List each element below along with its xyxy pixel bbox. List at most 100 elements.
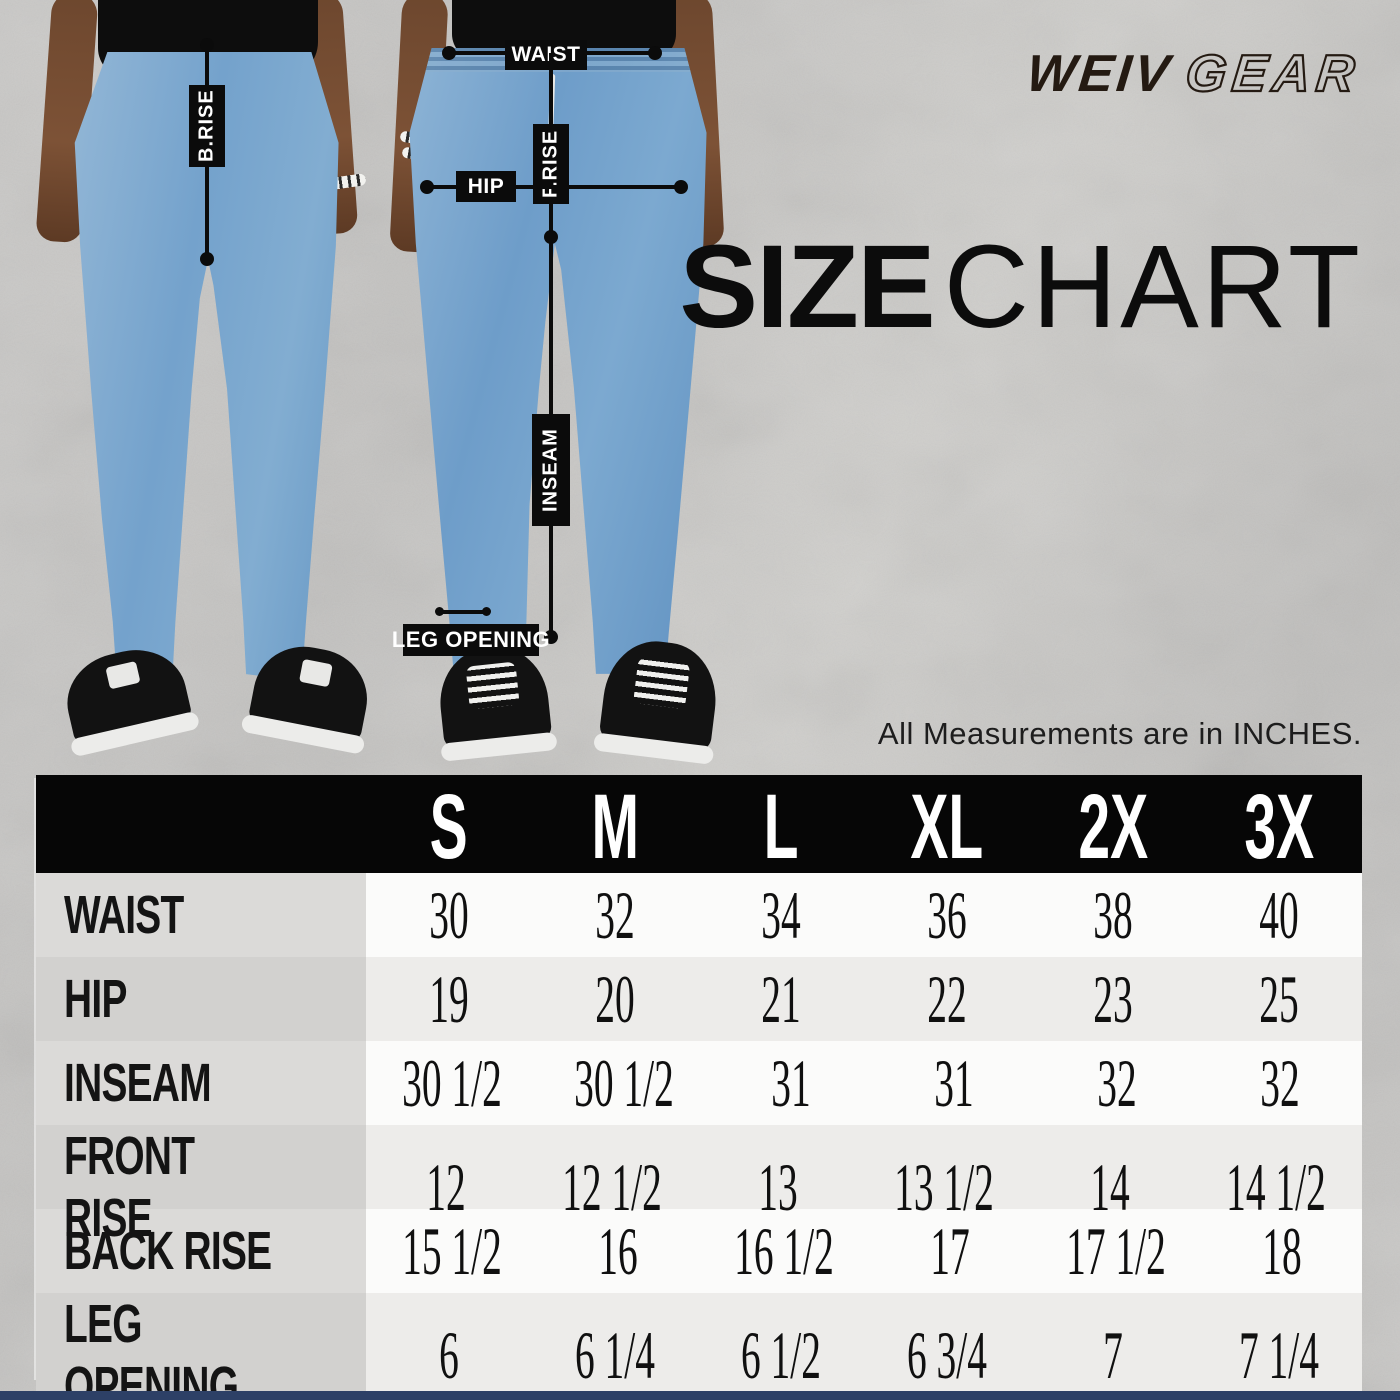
header-cell-l: L [698, 775, 864, 880]
value-cell: 23 [1030, 957, 1196, 1041]
brand-logo-weiv: WEIV [1023, 45, 1175, 103]
size-column-label: S [429, 776, 469, 878]
size-column-label: 3X [1244, 776, 1314, 878]
cell-value: 6 1/2 [741, 1316, 821, 1393]
size-column-label: XL [910, 776, 984, 878]
shoe-sole [440, 731, 558, 762]
row-label: BACK RISE [64, 1221, 272, 1281]
cell-value: 22 [927, 960, 967, 1037]
value-cell: 38 [1030, 873, 1196, 957]
size-column-label: M [591, 776, 639, 878]
header-cell-3x: 3X [1196, 775, 1362, 880]
cell-value: 30 1/2 [402, 1044, 502, 1121]
cell-value: 6 1/4 [575, 1316, 655, 1393]
shoe-sole [69, 710, 201, 758]
header-empty-cell [36, 775, 366, 880]
waist-label: WAIST [505, 40, 587, 70]
leg-opening-label: LEG OPENING [392, 624, 550, 656]
shoe-heel-patch [299, 658, 333, 688]
value-cell: 34 [698, 873, 864, 957]
leg-opening-measure-line [440, 610, 488, 614]
shoe-laces [633, 656, 691, 709]
value-cell: 32 [1035, 1041, 1199, 1125]
title-chart: CHART [943, 221, 1363, 353]
cell-value: 19 [429, 960, 469, 1037]
header-cell-2x: 2X [1030, 775, 1196, 880]
hip-label: HIP [456, 171, 516, 202]
table-row-back-rise: BACK RISE 15 1/2 16 16 1/2 17 17 1/2 18 [36, 1209, 1362, 1293]
value-cell: 7 1/4 [1196, 1293, 1362, 1400]
value-cell: 32 [1198, 1041, 1362, 1125]
title-size: SIZE [679, 221, 935, 353]
cell-value: 40 [1259, 876, 1299, 953]
measure-dot [648, 46, 662, 60]
value-cell: 6 1/4 [532, 1293, 698, 1400]
table-header-row: S M L XL 2X 3X [36, 775, 1362, 878]
table-row-leg-opening: LEG OPENING 6 6 1/4 6 1/2 6 3/4 7 7 1/4 [36, 1293, 1362, 1400]
cell-value: 30 1/2 [574, 1044, 674, 1121]
value-cell: 21 [698, 957, 864, 1041]
cell-value: 25 [1259, 960, 1299, 1037]
value-cell: 31 [709, 1041, 873, 1125]
measure-dot [420, 180, 434, 194]
cell-value: 32 [1097, 1044, 1138, 1121]
shoe-laces [465, 661, 520, 710]
table-row-hip: HIP 19 20 21 22 23 25 [36, 957, 1362, 1041]
measure-dot [200, 252, 214, 266]
measure-dot [674, 180, 688, 194]
cell-value: 15 1/2 [402, 1212, 502, 1289]
measure-dot [442, 46, 456, 60]
value-cell: 6 1/2 [698, 1293, 864, 1400]
cell-value: 20 [595, 960, 635, 1037]
cell-value: 30 [429, 876, 469, 953]
cell-value: 31 [934, 1044, 975, 1121]
row-label-cell: INSEAM [36, 1041, 366, 1125]
value-cell: 32 [532, 873, 698, 957]
value-cell: 30 1/2 [537, 1041, 710, 1125]
row-label: INSEAM [64, 1053, 212, 1113]
header-cell-m: M [532, 775, 698, 880]
value-cell: 40 [1196, 873, 1362, 957]
table-row-inseam: INSEAM 30 1/2 30 1/2 31 31 32 32 [36, 1041, 1362, 1125]
cell-value: 23 [1093, 960, 1133, 1037]
table-row-front-rise: FRONT RISE 12 12 1/2 13 13 1/2 14 14 1/2 [36, 1125, 1362, 1249]
value-cell: 15 1/2 [366, 1209, 538, 1293]
brand-logo: WEIV GEAR [1023, 44, 1365, 104]
bottom-accent-bar [0, 1391, 1400, 1400]
measure-dot [200, 38, 214, 52]
row-label: LEG OPENING [64, 1294, 239, 1400]
cell-value: 18 [1262, 1212, 1302, 1289]
value-cell: 36 [864, 873, 1030, 957]
row-label-cell: LEG OPENING [36, 1293, 366, 1400]
value-cell: 17 1/2 [1030, 1209, 1202, 1293]
header-cell-xl: XL [864, 775, 1030, 880]
row-label-cell: HIP [36, 957, 366, 1041]
shoe-sole [240, 713, 366, 755]
size-column-label: L [763, 776, 799, 878]
value-cell: 25 [1196, 957, 1362, 1041]
back-rise-label: B.RISE [189, 85, 225, 167]
value-cell: 6 3/4 [864, 1293, 1030, 1400]
value-cell: 7 [1030, 1293, 1196, 1400]
size-column-label: 2X [1078, 776, 1148, 878]
cell-value: 6 [439, 1316, 459, 1393]
header-cell-s: S [366, 775, 532, 880]
cell-value: 16 [598, 1212, 638, 1289]
cell-value: 36 [927, 876, 967, 953]
value-cell: 22 [864, 957, 1030, 1041]
value-cell: 20 [532, 957, 698, 1041]
cell-value: 34 [761, 876, 801, 953]
cell-value: 17 [930, 1212, 970, 1289]
page-title: SIZECHART [679, 228, 1363, 346]
measure-dot [435, 607, 444, 616]
row-label: WAIST [64, 885, 184, 945]
cell-value: 7 1/4 [1239, 1316, 1319, 1393]
value-cell: 6 [366, 1293, 532, 1400]
measure-dot [482, 607, 491, 616]
cell-value: 17 1/2 [1066, 1212, 1166, 1289]
brand-logo-gear: GEAR [1182, 44, 1365, 104]
inseam-label: INSEAM [532, 414, 570, 526]
cell-value: 32 [595, 876, 635, 953]
cell-value: 21 [761, 960, 801, 1037]
units-note: All Measurements are in INCHES. [877, 716, 1362, 751]
